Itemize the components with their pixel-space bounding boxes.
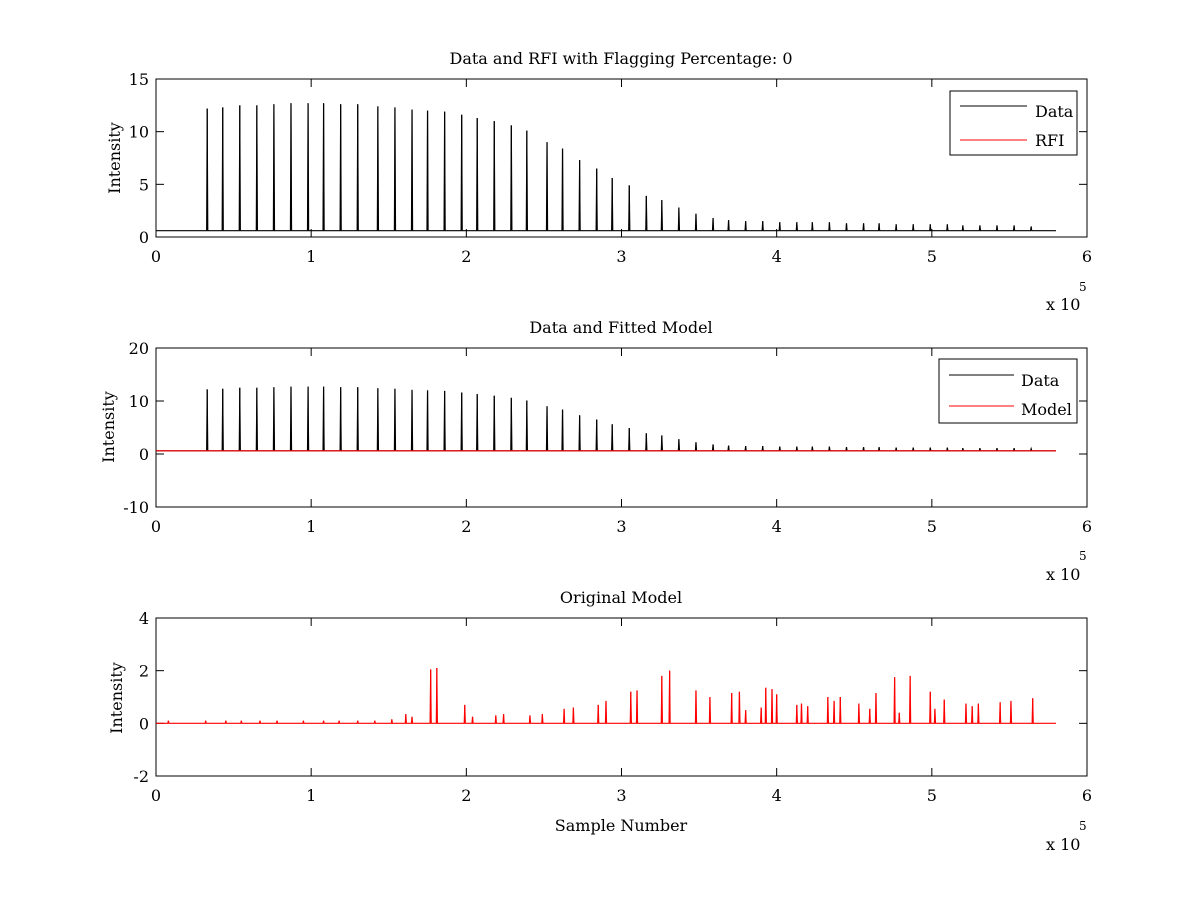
subplot-2-legend-box: [938, 358, 1078, 424]
subplot-1-exponent-power: 5: [1079, 280, 1087, 294]
legend-label-data: Data: [1035, 102, 1074, 121]
y-tick-label: 10: [129, 392, 149, 411]
x-tick-label: 4: [772, 247, 782, 266]
x-tick-label: 2: [461, 517, 471, 536]
x-tick-label: 0: [151, 247, 161, 266]
x-tick-label: 6: [1082, 517, 1092, 536]
y-tick-label: 0: [139, 714, 149, 733]
subplot-2-xtick-labels: 0 1 2 3 4 5 6: [151, 517, 1092, 536]
subplot-2-plot-area: [155, 347, 1088, 508]
subplot-3-xlabel: Sample Number: [555, 816, 688, 835]
subplot-1-ytick-labels: 0 5 10 15: [129, 70, 149, 247]
subplot-3-exponent-power: 5: [1079, 819, 1087, 833]
x-tick-label: 4: [772, 786, 782, 805]
subplot-3-xtick-labels: 0 1 2 3 4 5 6: [151, 786, 1092, 805]
x-tick-label: 6: [1082, 786, 1092, 805]
subplot-1-title: Data and RFI with Flagging Percentage: 0: [449, 49, 792, 68]
legend-label-rfi: RFI: [1035, 131, 1064, 150]
x-tick-label: 5: [927, 517, 937, 536]
x-tick-label: 0: [151, 786, 161, 805]
x-tick-label: 1: [306, 247, 316, 266]
x-tick-label: 3: [616, 517, 626, 536]
y-tick-label: 15: [129, 70, 149, 89]
x-tick-label: 5: [927, 786, 937, 805]
subplot-2-exponent-power: 5: [1079, 549, 1087, 563]
x-tick-label: 1: [306, 517, 316, 536]
subplot-3-plot-area: [155, 617, 1088, 777]
y-tick-label: 0: [139, 228, 149, 247]
subplot-3-ytick-labels: -2 0 2 4: [133, 609, 149, 786]
x-tick-label: 5: [927, 247, 937, 266]
x-tick-label: 2: [461, 247, 471, 266]
y-tick-label: 10: [129, 123, 149, 142]
subplot-1-exponent-base: x 10: [1046, 295, 1080, 314]
subplot-1: Data and RFI with Flagging Percentage: 0…: [105, 49, 1092, 314]
y-tick-label: 20: [129, 339, 149, 358]
y-tick-label: 5: [139, 175, 149, 194]
x-tick-label: 4: [772, 517, 782, 536]
x-tick-label: 0: [151, 517, 161, 536]
subplot-1-xtick-labels: 0 1 2 3 4 5 6: [151, 247, 1092, 266]
x-tick-label: 3: [616, 247, 626, 266]
subplot-3-title: Original Model: [560, 588, 682, 607]
y-tick-label: -2: [133, 767, 149, 786]
y-tick-label: 2: [139, 662, 149, 681]
subplot-1-plot-area: [155, 78, 1088, 238]
subplot-1-legend-box: [949, 90, 1078, 156]
y-tick-label: 0: [139, 445, 149, 464]
series-line-model: [156, 668, 1056, 724]
subplot-3-exponent-base: x 10: [1046, 835, 1080, 854]
subplot-2-title: Data and Fitted Model: [529, 318, 712, 337]
y-tick-label: 4: [139, 609, 149, 628]
subplot-3-ylabel: Intensity: [107, 662, 126, 734]
subplot-2-exponent-base: x 10: [1046, 565, 1080, 584]
x-tick-label: 2: [461, 786, 471, 805]
subplot-1-legend[interactable]: Data RFI: [949, 90, 1078, 156]
x-tick-label: 6: [1082, 247, 1092, 266]
y-tick-label: -10: [123, 498, 149, 517]
x-tick-label: 3: [616, 786, 626, 805]
x-tick-label: 1: [306, 786, 316, 805]
legend-label-data: Data: [1021, 371, 1060, 390]
subplot-2-ytick-labels: -10 0 10 20: [123, 339, 149, 517]
subplot-2-legend[interactable]: Data Model: [938, 358, 1078, 424]
subplot-2-ylabel: Intensity: [99, 391, 118, 463]
subplot-1-ylabel: Intensity: [105, 122, 124, 194]
legend-label-model: Model: [1021, 400, 1072, 419]
